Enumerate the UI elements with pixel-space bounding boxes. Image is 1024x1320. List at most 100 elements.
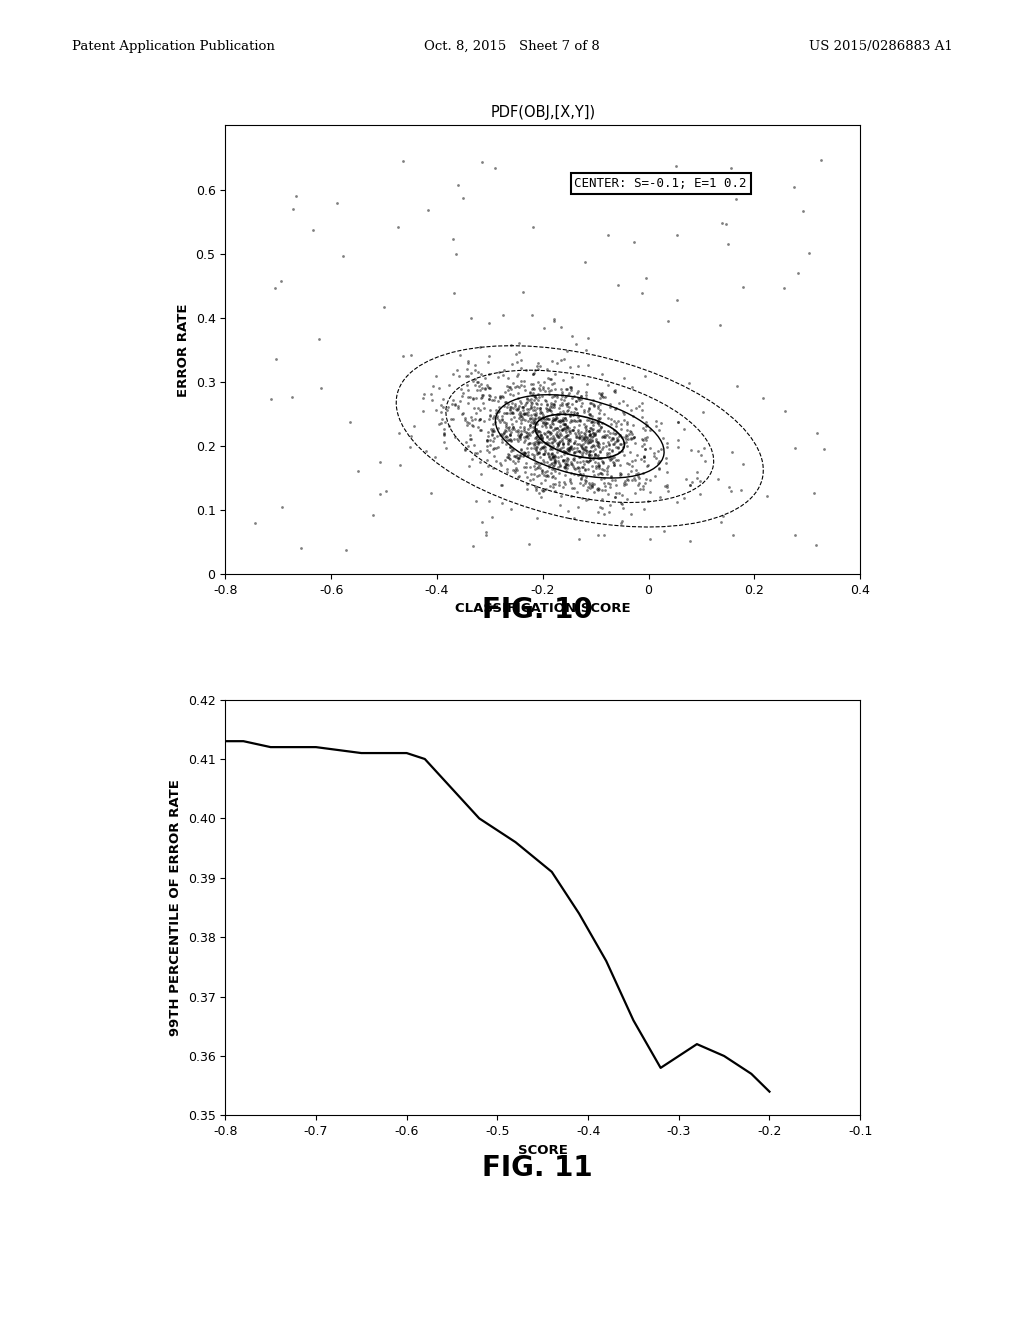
Point [516,417,532,438]
Point [546,454,562,475]
Point [460,350,476,371]
Point [586,436,602,457]
Point [524,416,541,437]
Point [537,380,553,401]
Point [493,475,509,496]
Point [651,450,668,471]
Point [559,433,575,454]
Point [558,416,574,437]
Point [447,395,464,416]
Point [457,438,473,459]
Point [584,473,600,494]
Point [586,425,602,446]
Point [558,441,574,462]
Point [634,429,650,450]
Point [590,463,606,484]
Point [571,446,588,467]
Point [527,418,544,440]
Point [590,432,606,453]
Point [610,437,627,458]
Point [504,401,520,422]
Point [372,483,388,504]
Point [595,425,611,446]
Point [570,458,587,479]
Point [616,444,633,465]
Point [577,473,593,494]
Point [605,433,622,454]
Point [557,387,573,408]
Point [553,379,569,400]
Point [526,396,543,417]
Point [565,420,582,441]
Point [496,359,512,380]
Point [445,389,462,411]
Point [543,444,559,465]
Point [484,438,501,459]
Point [583,426,599,447]
Point [578,251,594,272]
Point [582,441,598,462]
Point [539,451,555,473]
Point [579,441,595,462]
Point [574,455,591,477]
Point [341,412,357,433]
Point [479,425,496,446]
Point [570,421,587,442]
Point [559,416,575,437]
Point [501,416,517,437]
Point [425,375,441,396]
Point [435,396,452,417]
Point [696,450,713,471]
Point [606,381,623,403]
Point [497,449,513,470]
Point [560,437,577,458]
Point [569,355,586,376]
Point [637,473,653,494]
Point [567,397,584,418]
Point [489,391,506,412]
Point [627,449,643,470]
Point [658,461,675,482]
Point [534,486,550,507]
Point [427,399,443,420]
Point [434,388,451,409]
Point [489,401,506,422]
Point [545,477,561,498]
Point [390,216,407,238]
Point [518,457,535,478]
Point [482,378,499,399]
Point [516,403,532,424]
Point [500,393,516,414]
Point [550,457,566,478]
Point [457,440,473,461]
Point [473,152,489,173]
Point [433,401,450,422]
Point [581,444,597,465]
Point [469,442,485,463]
Point [537,440,553,461]
Point [539,422,555,444]
Point [520,444,537,465]
Point [618,395,635,416]
Point [551,474,567,495]
Point [519,391,536,412]
Point [584,436,600,457]
Point [589,478,605,499]
Point [575,428,592,449]
Point [549,425,565,446]
Point [543,438,559,459]
Point [623,503,639,524]
Point [513,403,529,424]
Point [517,379,534,400]
Point [469,371,485,392]
Point [500,446,516,467]
Point [463,308,479,329]
Point [526,434,543,455]
Point [522,408,539,429]
Point [528,444,545,465]
Point [464,449,480,470]
Point [558,393,574,414]
Point [476,378,493,399]
Point [535,416,551,437]
Point [543,447,559,469]
